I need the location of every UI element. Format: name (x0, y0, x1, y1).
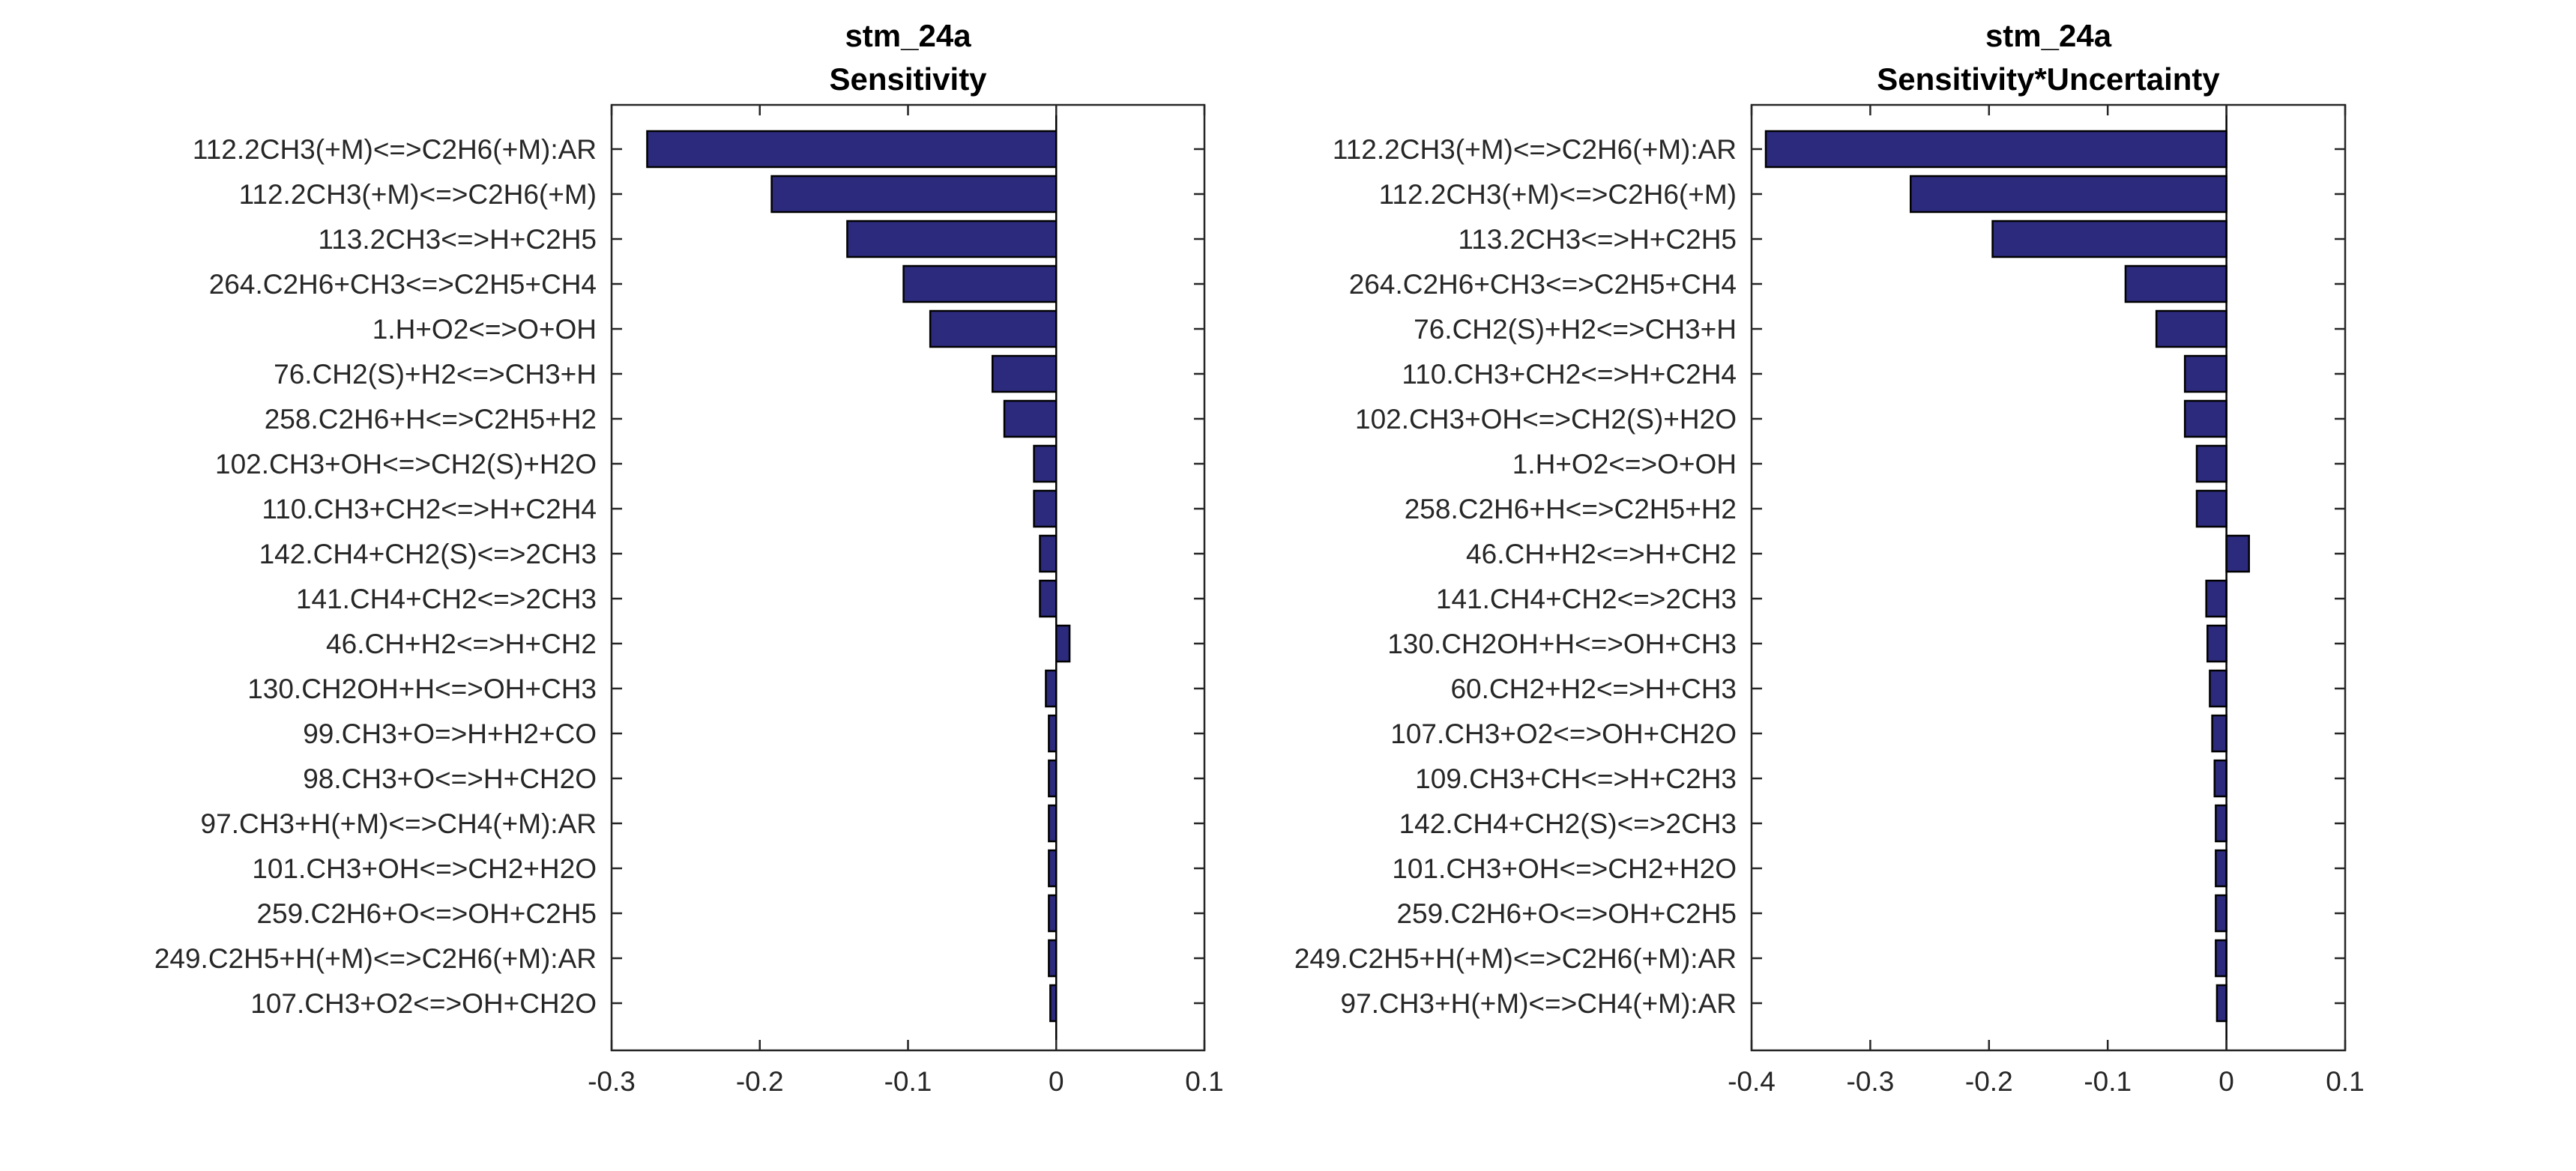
category-label: 110.CH3+CH2<=>H+C2H4 (1402, 359, 1737, 390)
x-tick-label: 0 (1049, 1066, 1064, 1097)
chart-panel-sensitivity-uncertainty: stm_24a Sensitivity*Uncertainty 112.2CH3(+… (1294, 18, 2365, 1097)
category-label: 142.CH4+CH2(S)<=>2CH3 (1399, 808, 1737, 839)
category-label: 141.CH4+CH2<=>2CH3 (296, 584, 597, 614)
category-label: 112.2CH3(+M)<=>C2H6(+M) (1379, 179, 1737, 210)
axes-box (610, 103, 1206, 1052)
category-label: 1.H+O2<=>O+OH (372, 314, 597, 345)
bar (2211, 714, 2227, 753)
category-label: 259.C2H6+O<=>OH+C2H5 (256, 898, 597, 929)
bar (1048, 804, 1058, 843)
category-label: 109.CH3+CH<=>H+C2H3 (1415, 763, 1737, 794)
x-tick-label: -0.4 (1728, 1066, 1776, 1097)
category-label: 46.CH+H2<=>H+CH2 (1466, 539, 1737, 569)
bar (846, 220, 1058, 258)
bar (2215, 894, 2227, 933)
bar (1033, 489, 1058, 528)
bar (1764, 130, 2227, 169)
category-label: 264.C2H6+CH3<=>C2H5+CH4 (1349, 269, 1737, 300)
axes-box (1750, 103, 2347, 1052)
category-label: 102.CH3+OH<=>CH2(S)+H2O (1355, 404, 1737, 435)
bar (1910, 175, 2227, 214)
category-label: 113.2CH3<=>H+C2H5 (318, 224, 597, 255)
x-tick-label: 0 (2218, 1066, 2234, 1097)
category-label: 258.C2H6+H<=>C2H5+H2 (265, 404, 597, 435)
bar (1048, 759, 1058, 798)
bar (2225, 534, 2250, 573)
bar (1048, 939, 1058, 978)
bar (2215, 849, 2227, 888)
bar (902, 264, 1058, 303)
x-tick-label: -0.2 (1965, 1066, 2013, 1097)
bar (2183, 399, 2227, 438)
category-label: 130.CH2OH+H<=>OH+CH3 (247, 674, 597, 704)
category-label: 101.CH3+OH<=>CH2+H2O (1392, 853, 1737, 884)
category-label: 98.CH3+O<=>H+CH2O (303, 763, 597, 794)
bar (2195, 444, 2227, 483)
category-label: 76.CH2(S)+H2<=>CH3+H (274, 359, 597, 390)
bar (1039, 579, 1058, 618)
bar (1003, 399, 1058, 438)
category-label: 97.CH3+H(+M)<=>CH4(+M):AR (1341, 988, 1737, 1019)
bar (1033, 444, 1058, 483)
bar (646, 130, 1058, 169)
category-label: 142.CH4+CH2(S)<=>2CH3 (259, 539, 597, 569)
bar (2213, 759, 2227, 798)
bar (2124, 264, 2227, 303)
category-label: 130.CH2OH+H<=>OH+CH3 (1387, 629, 1737, 659)
bar (1048, 894, 1058, 933)
chart-title: stm_24a (1985, 18, 2112, 53)
category-label: 107.CH3+O2<=>OH+CH2O (250, 988, 597, 1019)
x-tick-label: 0.1 (2326, 1066, 2364, 1097)
bar (1039, 534, 1058, 573)
bar (2195, 489, 2227, 528)
category-label: 76.CH2(S)+H2<=>CH3+H (1414, 314, 1737, 345)
category-label: 101.CH3+OH<=>CH2+H2O (252, 853, 597, 884)
category-label: 112.2CH3(+M)<=>C2H6(+M):AR (193, 134, 597, 165)
category-label: 112.2CH3(+M)<=>C2H6(+M) (239, 179, 597, 210)
x-tick-label: -0.1 (884, 1066, 932, 1097)
category-label: 259.C2H6+O<=>OH+C2H5 (1396, 898, 1737, 929)
chart-subtitle: Sensitivity*Uncertainty (1877, 61, 2220, 97)
category-label: 102.CH3+OH<=>CH2(S)+H2O (215, 449, 597, 479)
bar (2183, 354, 2227, 393)
category-label: 141.CH4+CH2<=>2CH3 (1436, 584, 1737, 614)
x-tick-label: -0.3 (588, 1066, 636, 1097)
bar (1055, 624, 1071, 663)
bar (2215, 804, 2227, 843)
category-label: 46.CH+H2<=>H+CH2 (326, 629, 597, 659)
bar (770, 175, 1058, 214)
bar (929, 309, 1058, 348)
category-label: 264.C2H6+CH3<=>C2H5+CH4 (209, 269, 597, 300)
bar (2155, 309, 2227, 348)
chart-subtitle: Sensitivity (829, 61, 987, 97)
category-label: 97.CH3+H(+M)<=>CH4(+M):AR (201, 808, 597, 839)
chart-panel-sensitivity: stm_24a Sensitivity 112.2CH3(+M)<=>C2H6(+M… (154, 18, 1224, 1097)
x-tick-label: -0.1 (2084, 1066, 2132, 1097)
bar (2205, 579, 2227, 618)
bar (1048, 714, 1058, 753)
category-label: 113.2CH3<=>H+C2H5 (1458, 224, 1737, 255)
category-label: 258.C2H6+H<=>C2H5+H2 (1405, 494, 1737, 524)
category-label: 60.CH2+H2<=>H+CH3 (1450, 674, 1737, 704)
bar (2207, 624, 2227, 663)
category-label: 107.CH3+O2<=>OH+CH2O (1390, 718, 1737, 749)
category-label: 110.CH3+CH2<=>H+C2H4 (262, 494, 597, 524)
category-label: 249.C2H5+H(+M)<=>C2H6(+M):AR (154, 943, 597, 974)
bar (2215, 984, 2227, 1023)
bar (2209, 669, 2227, 708)
category-label: 249.C2H5+H(+M)<=>C2H6(+M):AR (1294, 943, 1737, 974)
bar (1045, 669, 1058, 708)
category-label: 99.CH3+O=>H+H2+CO (303, 718, 597, 749)
category-label: 112.2CH3(+M)<=>C2H6(+M):AR (1333, 134, 1737, 165)
bar (991, 354, 1058, 393)
x-tick-label: -0.2 (736, 1066, 784, 1097)
chart-title: stm_24a (845, 18, 971, 53)
bar (1991, 220, 2227, 258)
bar (1048, 849, 1058, 888)
x-tick-label: 0.1 (1185, 1066, 1223, 1097)
category-label: 1.H+O2<=>O+OH (1512, 449, 1737, 479)
bar (2215, 939, 2227, 978)
x-tick-label: -0.3 (1847, 1066, 1895, 1097)
